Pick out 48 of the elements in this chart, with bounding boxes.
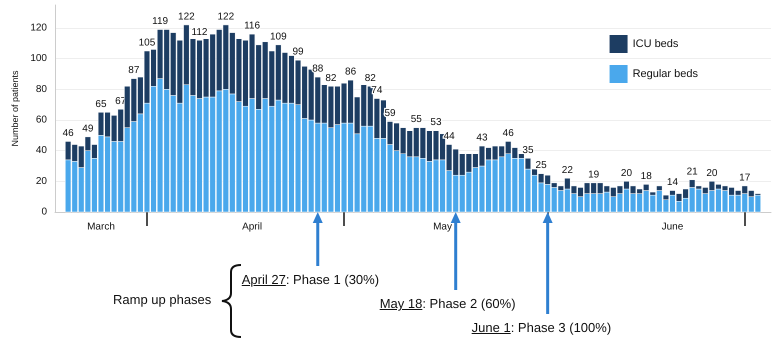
legend-label: ICU beds [632,38,679,50]
total-label: 105 [138,38,156,48]
total-label: 17 [739,172,751,184]
total-label: 19 [588,169,600,180]
annotation: May 18: Phase 2 (60%) [380,296,516,311]
y-tick-label: 100 [30,53,48,64]
legend-label: Regular beds [632,68,698,80]
y-tick-label: 80 [36,84,48,95]
x-tick-label: May [433,222,452,232]
x-tick-label: April [242,222,262,232]
total-label: 122 [178,11,196,22]
text: Ramp up phases [113,292,212,307]
total-label: 119 [152,16,169,28]
y-tick-label: 40 [36,145,48,156]
total-label: 21 [686,166,698,178]
total-label: 20 [706,168,718,179]
total-label: 99 [292,46,304,58]
total-label: 88 [312,64,324,75]
total-label: 82 [325,72,337,84]
total-label: 116 [244,20,260,32]
total-label: 109 [270,31,288,42]
total-label: 112 [192,26,208,38]
x-tick-label: June [662,222,684,232]
total-label: 122 [217,11,235,22]
total-label: 86 [345,66,357,78]
total-label: 87 [128,65,140,76]
y-tick-label: 20 [36,176,48,187]
x-tick-label: March [87,222,115,232]
total-label: 46 [502,128,514,139]
total-label: 49 [82,123,94,134]
total-label: 53 [430,117,442,128]
y-tick-label: 60 [36,114,48,126]
y-tick-label: 0 [41,206,48,218]
total-label: 25 [536,160,548,172]
annotation: April 27: Phase 1 (30%) [242,272,380,287]
annotation: June 1: Phase 3 (100%) [472,320,612,335]
y-tick-label: 120 [30,22,48,34]
total-label: 35 [522,144,534,156]
total-label: 46 [62,128,74,139]
total-label: 14 [666,177,678,188]
total-label: 43 [476,132,488,144]
total-label: 55 [410,114,422,126]
total-label: 18 [640,170,652,182]
total-label: 82 [364,72,376,84]
total-label: 65 [95,98,107,110]
y-axis-title: Number of patients [10,70,20,147]
total-label: 22 [562,164,574,176]
total-label: 20 [620,168,632,179]
